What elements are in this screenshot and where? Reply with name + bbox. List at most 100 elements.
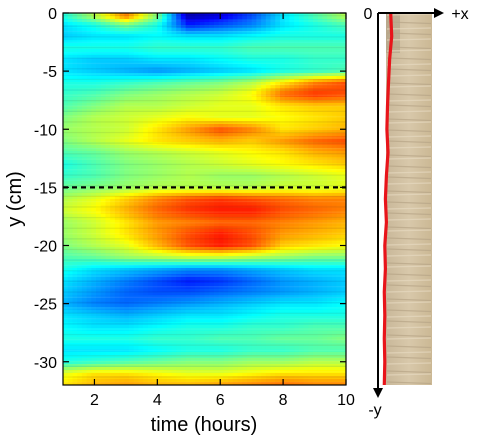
heatmap-cell: [279, 58, 286, 62]
heatmap-cell: [204, 190, 210, 194]
heatmap-cell: [331, 217, 338, 221]
heatmap-cell: [147, 169, 154, 173]
heatmap-cell: [114, 139, 121, 143]
heatmap-cell: [77, 220, 83, 224]
heatmap-cell: [279, 226, 286, 230]
heatmap-cell: [331, 88, 338, 92]
heatmap-cell: [294, 253, 300, 257]
heatmap-cell: [228, 169, 234, 173]
heatmap-cell: [176, 217, 182, 221]
heatmap-cell: [317, 178, 324, 182]
heatmap-cell: [124, 220, 130, 224]
heatmap-cell: [152, 181, 158, 185]
heatmap-cell: [185, 187, 191, 191]
heatmap-cell: [237, 61, 243, 65]
heatmap-cell: [317, 229, 324, 233]
heatmap-cell: [232, 181, 239, 185]
heatmap-cell: [199, 145, 206, 149]
heatmap-cell: [166, 31, 173, 35]
heatmap-cell: [199, 25, 206, 29]
heatmap-cell: [180, 193, 187, 197]
heatmap-cell: [171, 130, 177, 134]
heatmap-cell: [91, 214, 97, 218]
heatmap-cell: [166, 97, 173, 101]
heatmap-cell: [265, 163, 272, 167]
heatmap-cell: [119, 91, 125, 95]
heatmap-cell: [237, 175, 243, 179]
heatmap-cell: [308, 61, 314, 65]
heatmap-cell: [152, 43, 158, 47]
heatmap-cell: [232, 22, 239, 26]
heatmap-cell: [129, 46, 135, 50]
heatmap-cell: [110, 67, 116, 71]
heatmap-cell: [331, 79, 338, 83]
heatmap-cell: [105, 253, 111, 257]
heatmap-cell: [157, 193, 163, 197]
heatmap-cell: [213, 202, 220, 206]
heatmap-cell: [322, 250, 328, 254]
heatmap-cell: [105, 67, 111, 71]
heatmap-cell: [232, 76, 239, 80]
heatmap-cell: [114, 202, 121, 206]
heatmap-cell: [331, 127, 338, 131]
heatmap-cell: [114, 148, 121, 152]
heatmap-cell: [246, 100, 253, 104]
heatmap-cell: [180, 202, 187, 206]
heatmap-cell: [185, 220, 191, 224]
heatmap-cell: [157, 67, 163, 71]
heatmap-cell: [279, 217, 286, 221]
heatmap-cell: [327, 25, 333, 29]
heatmap-cell: [279, 157, 286, 161]
heatmap-cell: [246, 208, 253, 212]
heatmap-cell: [218, 112, 224, 116]
heatmap-cell: [242, 85, 248, 89]
heatmap-cell: [246, 256, 253, 260]
heatmap-cell: [289, 184, 295, 188]
heatmap-cell: [110, 250, 116, 254]
heatmap-cell: [133, 112, 140, 116]
heatmap-cell: [331, 34, 338, 38]
heatmap-cell: [279, 55, 286, 59]
heatmap-cell: [195, 109, 201, 113]
heatmap-cell: [143, 115, 149, 119]
heatmap-cell: [157, 208, 163, 212]
heatmap-cell: [86, 184, 92, 188]
heatmap-cell: [218, 52, 224, 56]
heatmap-cell: [317, 250, 324, 254]
heatmap-cell: [157, 94, 163, 98]
heatmap-cell: [341, 58, 346, 62]
heatmap-cell: [284, 193, 290, 197]
heatmap-cell: [237, 217, 243, 221]
heatmap-cell: [246, 133, 253, 137]
heatmap-cell: [303, 40, 309, 44]
heatmap-cell: [162, 178, 168, 182]
heatmap-cell: [242, 244, 248, 248]
heatmap-cell: [223, 226, 229, 230]
heatmap-cell: [246, 211, 253, 215]
heatmap-cell: [298, 211, 305, 215]
heatmap-cell: [209, 49, 215, 53]
heatmap-cell: [129, 181, 135, 185]
heatmap-cell: [312, 100, 319, 104]
heatmap-cell: [176, 34, 182, 38]
heatmap-cell: [63, 214, 69, 218]
heatmap-cell: [270, 43, 276, 47]
heatmap-cell: [327, 127, 333, 131]
heatmap-cell: [199, 19, 206, 23]
heatmap-cell: [72, 229, 78, 233]
heatmap-cell: [218, 244, 224, 248]
heatmap-cell: [294, 187, 300, 191]
heatmap-cell: [72, 253, 78, 257]
heatmap-cell: [322, 76, 328, 80]
heatmap-cell: [308, 67, 314, 71]
heatmap-cell: [81, 55, 88, 59]
heatmap-cell: [237, 205, 243, 209]
heatmap-cell: [341, 106, 346, 110]
heatmap-cell: [133, 16, 140, 20]
heatmap-cell: [242, 67, 248, 71]
heatmap-cell: [138, 118, 144, 122]
heatmap-cell: [303, 175, 309, 179]
heatmap-cell: [110, 166, 116, 170]
heatmap-cell: [322, 259, 328, 263]
heatmap-cell: [77, 94, 83, 98]
